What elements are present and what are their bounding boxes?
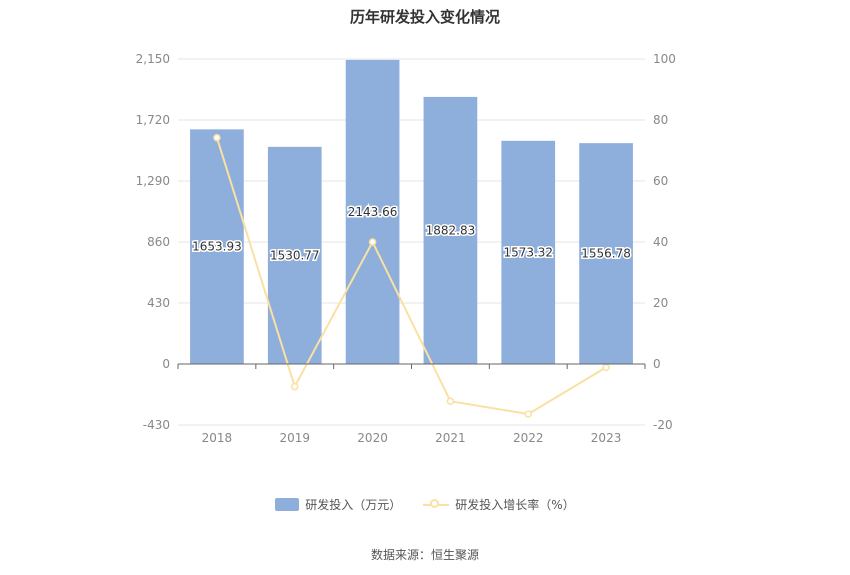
y-left-tick-label: 1,720 <box>136 113 170 127</box>
bar-value-label: 1530.77 <box>270 248 320 262</box>
label-layer: 1653.93 1530.77 2143.66 1882.83 1573.32 1556.… <box>191 203 633 263</box>
legend-label-line: 研发投入增长率（%） <box>455 498 575 512</box>
legend-swatch-bar <box>275 498 300 511</box>
y-right-tick-label: 0 <box>653 357 661 371</box>
x-tick-label: 2019 <box>279 431 310 445</box>
y-right-tick-label: -20 <box>653 418 673 432</box>
bar <box>501 140 556 364</box>
y-left-tick-label: 860 <box>147 235 170 249</box>
bar-value-label: 1556.78 <box>581 247 631 261</box>
y-left-tick-label: 0 <box>162 357 170 371</box>
y-right-tick-label: 100 <box>653 52 676 66</box>
bar-value-label: 1882.83 <box>426 223 476 237</box>
grid-layer <box>178 58 645 426</box>
y-right-tick-label: 20 <box>653 296 668 310</box>
legend-item-bar[interactable]: 研发投入（万元） <box>275 496 401 513</box>
bar-layer <box>190 59 633 365</box>
growth-point <box>524 410 532 418</box>
legend: 研发投入（万元） 研发投入增长率（%） <box>0 496 850 513</box>
data-source: 数据来源：恒生聚源 <box>370 548 479 562</box>
growth-point <box>213 133 221 142</box>
y-left-tick-label: 2,150 <box>136 52 170 66</box>
x-tick-label: 2020 <box>357 431 388 445</box>
x-tick-label: 2021 <box>435 431 466 445</box>
line-layer <box>213 133 610 418</box>
legend-label-bar: 研发投入（万元） <box>305 498 402 512</box>
chart-title: 历年研发投入变化情况 <box>349 8 500 26</box>
axis-layer: -430 0 430 860 1,290 1,720 2,150 -20 0 20 40 60 80 10… <box>136 52 676 445</box>
legend-item-line[interactable]: 研发投入增长率（%） <box>423 496 575 513</box>
x-tick-label: 2023 <box>591 431 622 445</box>
growth-line <box>215 137 607 416</box>
bar-value-label: 2143.66 <box>348 205 398 219</box>
growth-point <box>602 363 610 372</box>
y-left-tick-label: 430 <box>147 296 170 310</box>
bar <box>579 143 633 364</box>
growth-point <box>446 397 455 405</box>
x-tick-label: 2018 <box>202 431 233 445</box>
y-left-tick-label: 1,290 <box>136 174 170 188</box>
y-right-tick-label: 60 <box>653 174 668 188</box>
legend-swatch-line <box>423 498 450 511</box>
y-right-tick-label: 80 <box>653 113 668 127</box>
bar <box>190 129 244 364</box>
y-left-tick-label: -430 <box>143 418 170 432</box>
bar <box>423 96 478 364</box>
x-tick-label: 2022 <box>513 431 544 445</box>
growth-point <box>368 238 377 246</box>
bar-value-label: 1653.93 <box>192 240 242 254</box>
growth-point <box>291 382 299 391</box>
bar <box>345 59 400 365</box>
bar-value-label: 1573.32 <box>503 245 553 259</box>
y-right-tick-label: 40 <box>653 235 668 249</box>
